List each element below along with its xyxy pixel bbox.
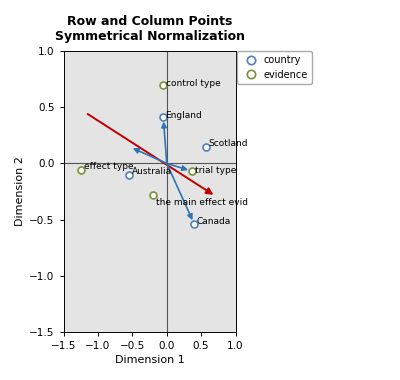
Text: Canada: Canada bbox=[197, 217, 231, 226]
Text: trial type: trial type bbox=[195, 166, 236, 175]
Text: Australia: Australia bbox=[132, 167, 172, 176]
Text: control type: control type bbox=[166, 79, 221, 88]
Text: the main effect evid: the main effect evid bbox=[156, 198, 248, 207]
X-axis label: Dimension 1: Dimension 1 bbox=[115, 355, 184, 365]
Y-axis label: Dimension 2: Dimension 2 bbox=[15, 157, 25, 226]
Legend: country, evidence: country, evidence bbox=[237, 51, 312, 84]
Title: Row and Column Points
Symmetrical Normalization: Row and Column Points Symmetrical Normal… bbox=[54, 15, 244, 43]
Text: effect type: effect type bbox=[84, 162, 133, 171]
Text: England: England bbox=[165, 111, 202, 120]
Text: Scotland: Scotland bbox=[209, 139, 248, 148]
